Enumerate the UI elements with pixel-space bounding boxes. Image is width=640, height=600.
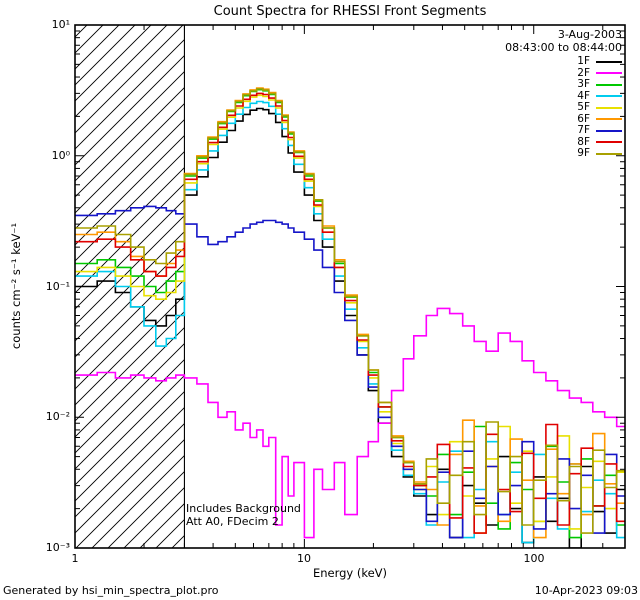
y-tick-label: 10⁻¹ <box>45 280 70 293</box>
page-title: Count Spectra for RHESSI Front Segments <box>213 4 487 19</box>
y-axis-label: counts cm⁻² s⁻¹ keV⁻¹ <box>9 222 23 350</box>
legend-color-line <box>596 83 622 86</box>
obs-time-range: 08:43:00 to 08:44:00 <box>505 41 622 54</box>
legend-label: 4F <box>577 89 590 102</box>
legend-label: 6F <box>577 112 590 125</box>
y-tick-label: 10¹ <box>51 18 70 31</box>
plot-frame <box>74 24 626 549</box>
legend-item: 6F <box>577 112 622 126</box>
legend-label: 8F <box>577 135 590 148</box>
series-line-2F <box>75 307 625 539</box>
legend-color-line <box>596 152 622 155</box>
legend-item: 7F <box>577 125 622 137</box>
legend-color-line <box>596 72 622 75</box>
x-tick-label: 10 <box>297 552 311 565</box>
note-includes-background: Includes Background <box>186 502 301 515</box>
legend-item: 1F <box>577 56 622 68</box>
legend-color-line <box>596 106 622 109</box>
series-line-4F <box>75 100 625 544</box>
plot-layer <box>74 24 626 549</box>
note-attenuator-state: Att A0, FDecim 2 <box>186 515 279 528</box>
legend-item: 5F <box>577 102 622 114</box>
legend-label: 3F <box>577 78 590 91</box>
x-axis-label: Energy (keV) <box>312 566 388 580</box>
y-tick-label: 10⁻³ <box>45 541 70 554</box>
legend-label: 7F <box>577 124 590 137</box>
series-line-9F <box>75 88 625 534</box>
footer-timestamp: 10-Apr-2023 09:03 <box>534 584 638 597</box>
legend-label: 9F <box>577 147 590 160</box>
legend-color-line <box>596 118 622 121</box>
legend-item: 9F <box>577 148 622 160</box>
legend-label: 1F <box>577 55 590 68</box>
series-line-8F <box>75 92 625 534</box>
legend-item: 3F <box>577 79 622 91</box>
footer-generator: Generated by hsi_min_spectra_plot.pro <box>3 584 219 597</box>
y-tick-label: 10⁻² <box>45 410 70 423</box>
legend-color-line <box>596 60 622 63</box>
legend-color-line <box>596 129 622 132</box>
legend-label: 2F <box>577 66 590 79</box>
legend-color-line <box>596 95 622 98</box>
legend-label: 5F <box>577 101 590 114</box>
legend-item: 8F <box>577 135 622 149</box>
legend: 1F 2F 3F 4F 5F 6F 7F 8F 9F <box>577 56 622 160</box>
legend-item: 4F <box>577 89 622 103</box>
x-tick-label: 1 <box>71 552 79 565</box>
y-tick-label: 10⁰ <box>51 149 70 162</box>
legend-item: 2F <box>577 66 622 80</box>
obs-date: 3-Aug-2003 <box>557 28 622 41</box>
x-tick-label: 100 <box>523 552 545 565</box>
legend-color-line <box>596 141 622 144</box>
